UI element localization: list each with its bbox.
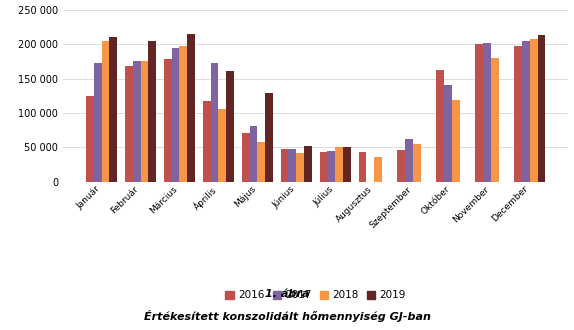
Bar	[180, 46, 187, 182]
Bar	[335, 147, 343, 182]
Bar	[452, 100, 460, 182]
Bar	[141, 61, 148, 182]
Bar	[164, 59, 172, 182]
Bar	[172, 48, 180, 182]
Bar	[226, 71, 234, 182]
Bar	[125, 66, 133, 182]
Bar	[537, 35, 545, 182]
Bar	[530, 39, 537, 182]
Bar	[436, 70, 444, 182]
Bar	[374, 157, 382, 182]
Bar	[257, 142, 265, 182]
Bar	[514, 46, 522, 182]
Bar	[265, 93, 273, 182]
Bar	[444, 85, 452, 182]
Bar	[522, 42, 530, 182]
Bar	[475, 44, 483, 182]
Legend: 2016, 2017, 2018, 2019: 2016, 2017, 2018, 2019	[222, 286, 410, 305]
Bar	[491, 58, 499, 182]
Bar	[219, 110, 226, 182]
Bar	[413, 145, 421, 182]
Bar	[343, 147, 351, 182]
Text: 1. ábra: 1. ábra	[265, 289, 309, 299]
Text: Értékesített konszolidált hőmennyiség GJ-ban: Értékesített konszolidált hőmennyiség GJ…	[144, 310, 430, 322]
Bar	[148, 42, 156, 182]
Bar	[296, 153, 304, 182]
Bar	[102, 41, 110, 182]
Bar	[203, 101, 211, 182]
Bar	[483, 43, 491, 182]
Bar	[242, 133, 250, 182]
Bar	[304, 147, 312, 182]
Bar	[397, 150, 405, 182]
Bar	[359, 152, 366, 182]
Bar	[86, 96, 94, 182]
Bar	[133, 61, 141, 182]
Bar	[281, 149, 289, 182]
Bar	[327, 150, 335, 182]
Bar	[94, 63, 102, 182]
Bar	[289, 149, 296, 182]
Bar	[211, 63, 219, 182]
Bar	[250, 126, 257, 182]
Bar	[110, 37, 117, 182]
Bar	[320, 152, 327, 182]
Bar	[187, 34, 195, 182]
Bar	[405, 139, 413, 182]
